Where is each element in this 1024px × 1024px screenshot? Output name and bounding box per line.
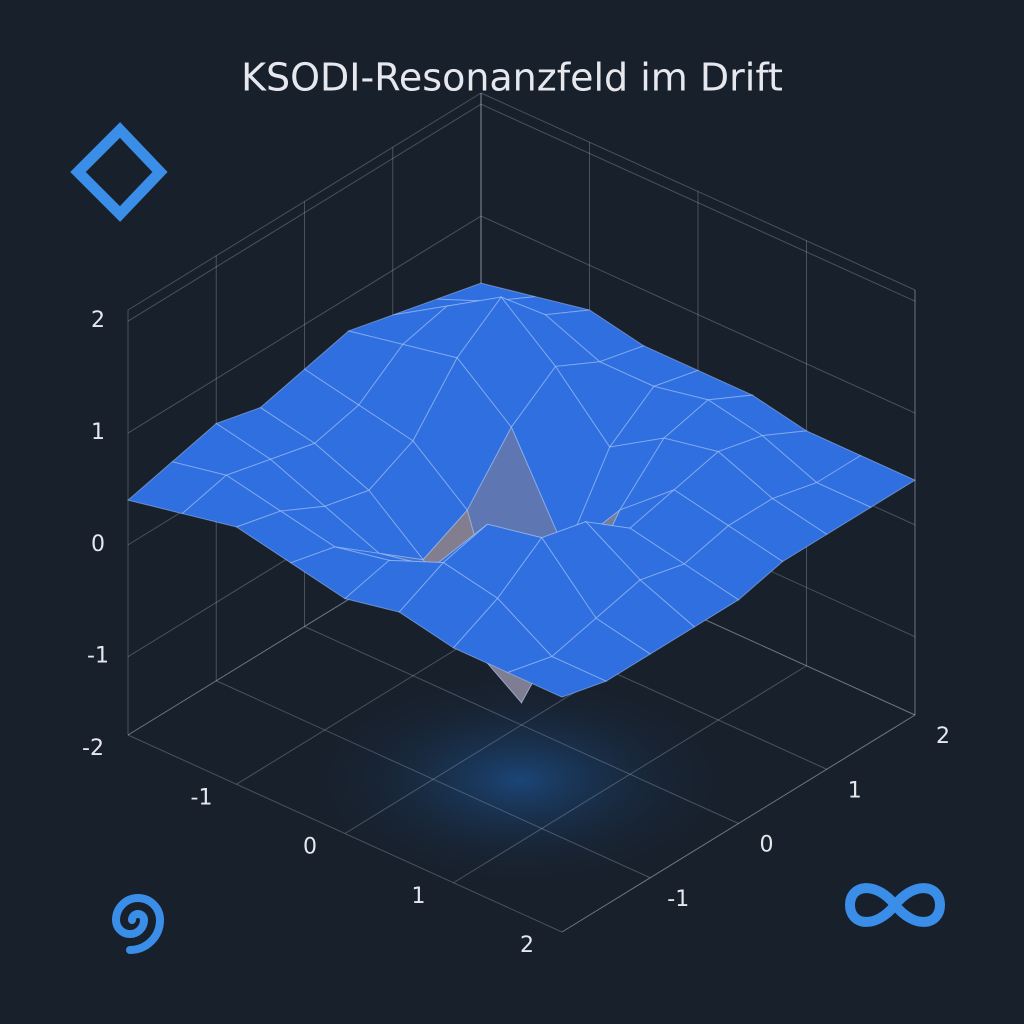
grid-line <box>561 714 916 933</box>
grid-line <box>453 665 807 884</box>
infinity-icon <box>844 883 946 927</box>
y-tick-label: -1 <box>667 887 689 912</box>
glow <box>300 670 740 890</box>
surface-patch <box>683 525 784 601</box>
grid-line <box>480 215 916 414</box>
z-tick-label: -1 <box>87 644 109 669</box>
diamond-icon <box>70 122 168 222</box>
surface-patch <box>815 454 917 508</box>
z-tick-label: 2 <box>91 308 105 333</box>
axis-edge <box>480 92 916 291</box>
y-tick-label: 1 <box>848 778 862 803</box>
x-tick-label: 2 <box>520 933 534 958</box>
axis-edge <box>561 714 916 933</box>
x-tick-label: 0 <box>303 835 317 860</box>
grid-line <box>127 215 482 434</box>
spiral-icon <box>111 894 165 954</box>
surface-patch <box>771 482 872 535</box>
chart-title: KSODI-Resonanzfeld im Drift <box>241 56 783 100</box>
grid-line <box>304 626 739 824</box>
grid-line <box>480 103 916 302</box>
surface-patch <box>727 497 828 563</box>
x-tick-label: 1 <box>412 884 426 909</box>
axis-edge <box>127 734 563 933</box>
z-tick-label: 0 <box>91 532 105 557</box>
surface-patch <box>639 563 740 628</box>
y-tick-label: 0 <box>760 833 774 858</box>
surface-patch <box>506 656 608 698</box>
axis-edge <box>127 92 482 311</box>
grid-line <box>127 103 482 322</box>
z-tick-label: 1 <box>91 420 105 445</box>
x-tick-label: -1 <box>191 785 213 810</box>
y-tick-label: 2 <box>936 724 950 749</box>
surface-patch <box>595 579 696 655</box>
grid-line <box>216 680 651 879</box>
x-tick-label: -2 <box>82 736 104 761</box>
